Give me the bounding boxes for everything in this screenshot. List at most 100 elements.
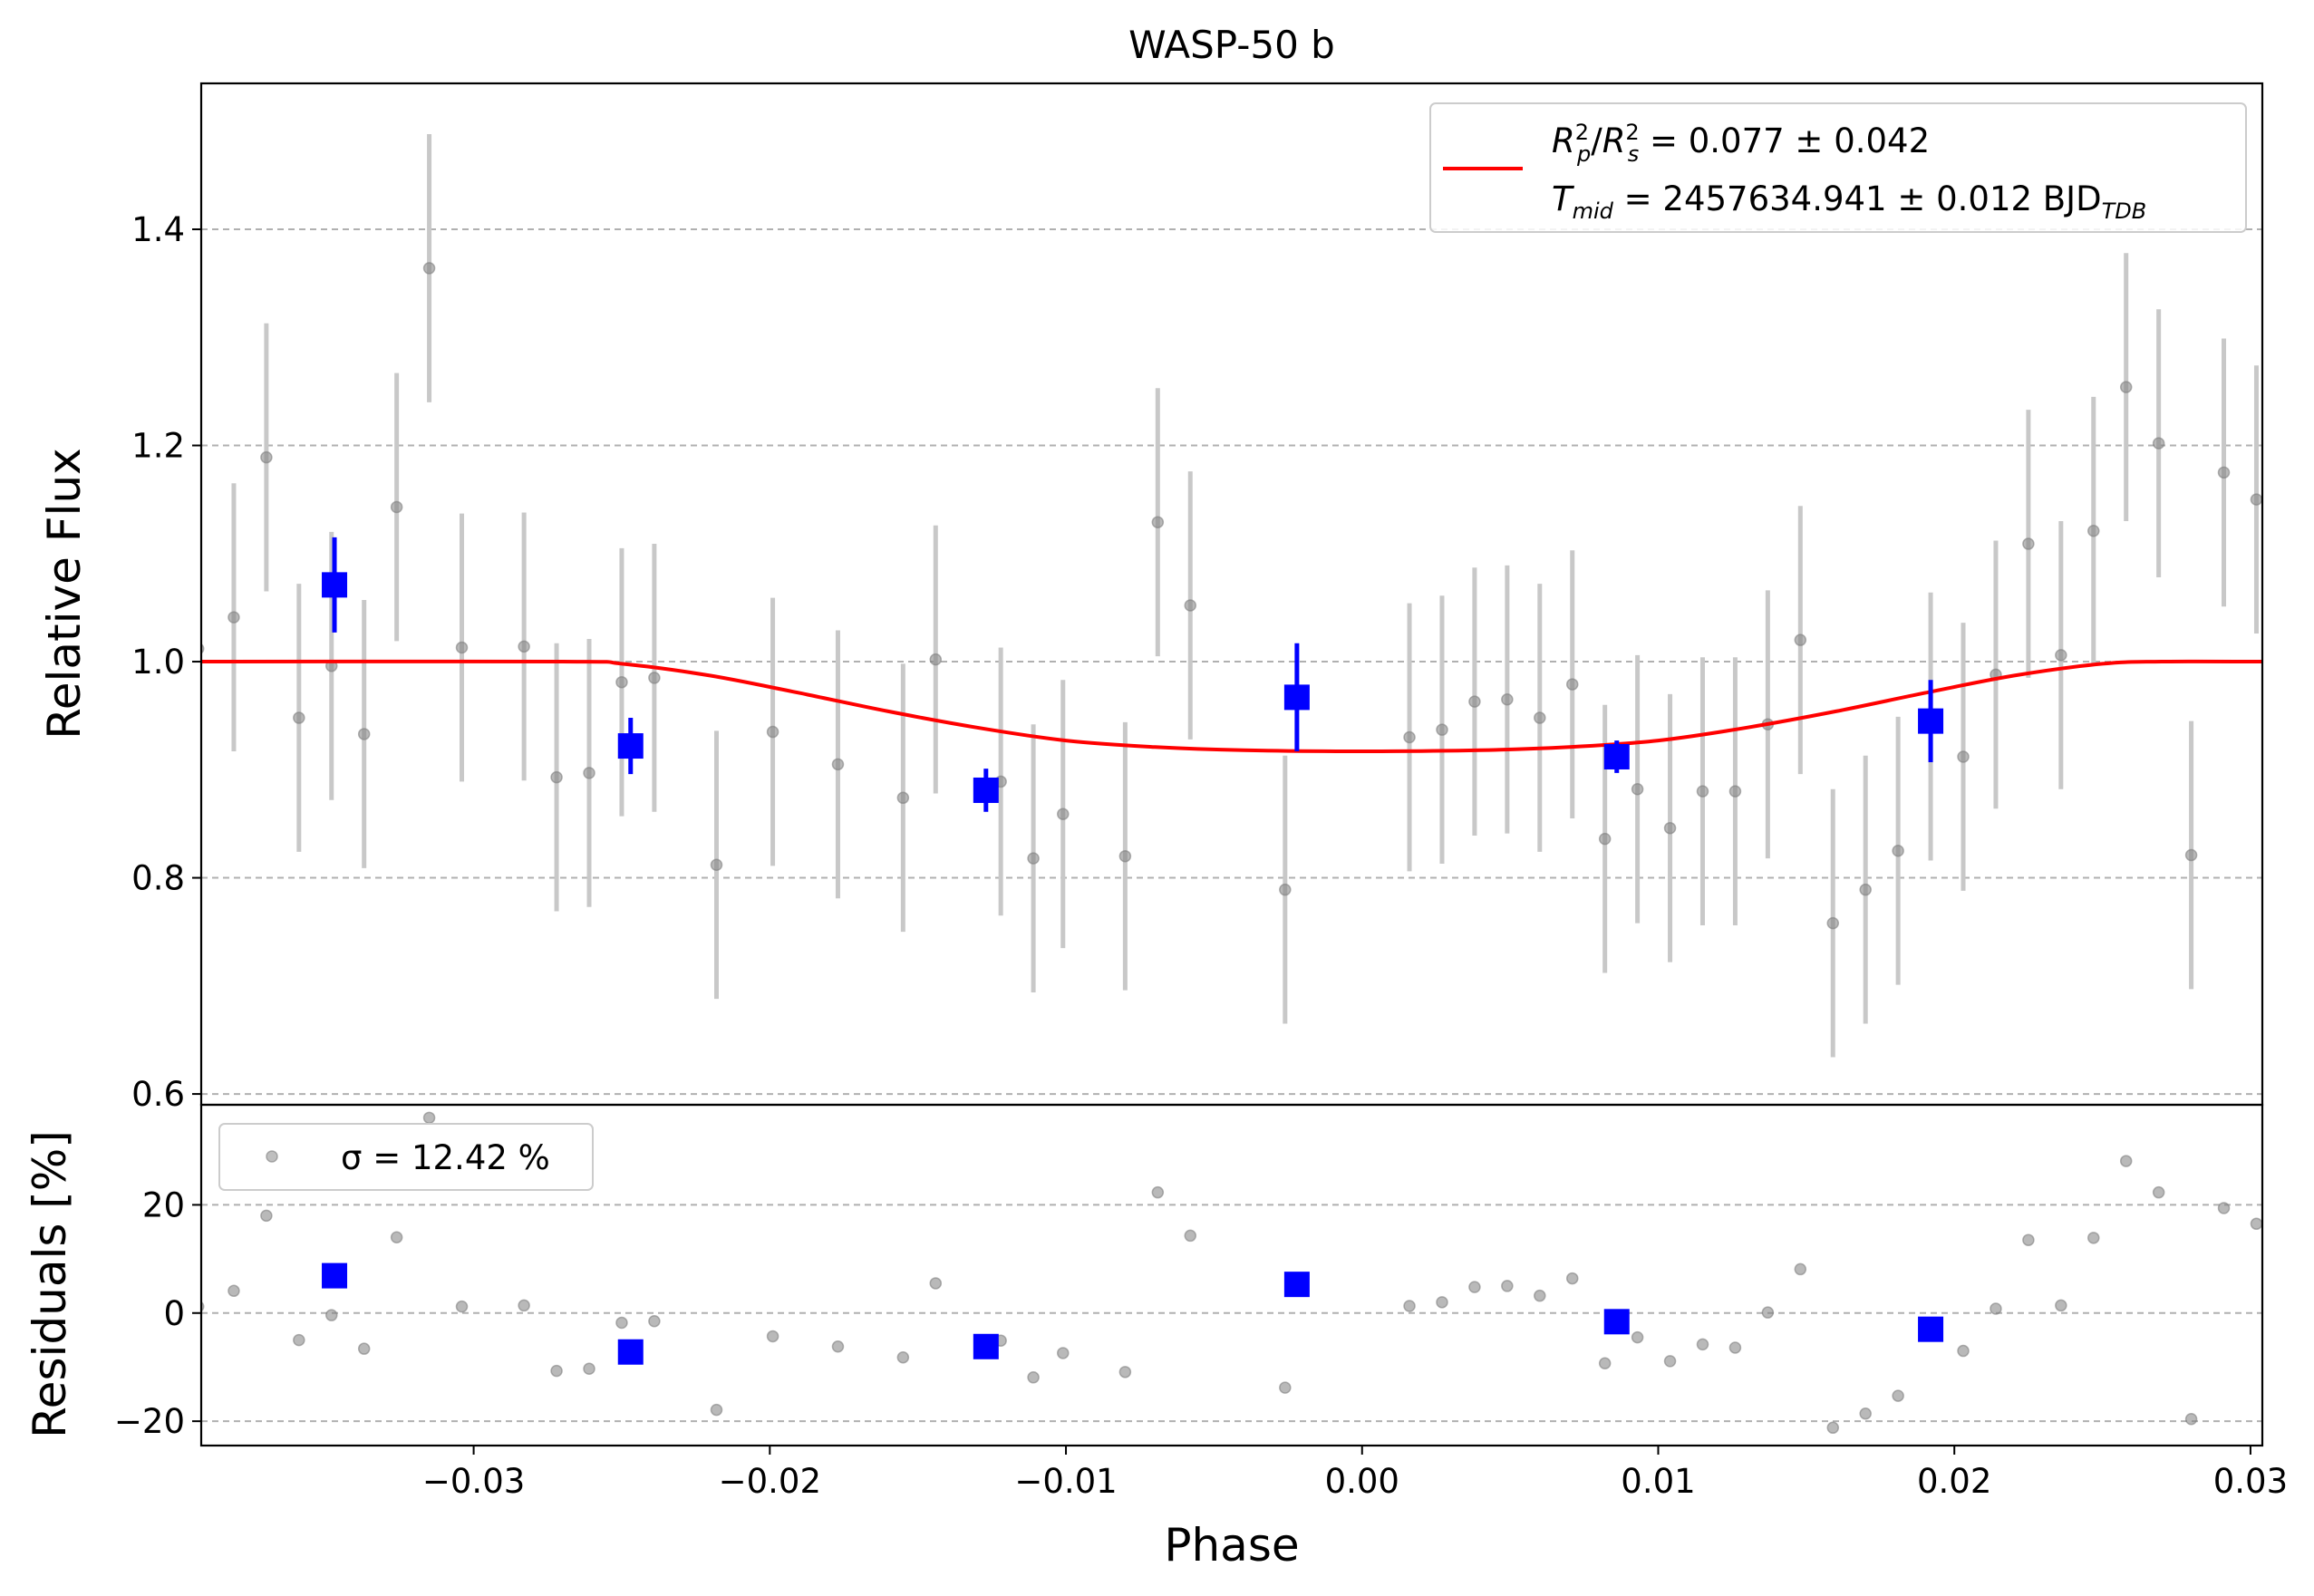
flux-data-points xyxy=(201,262,2294,930)
residual-binned-point xyxy=(1918,1316,1944,1342)
flux-data-point xyxy=(1403,730,1416,744)
residual-data-point xyxy=(896,1350,910,1364)
flux-data-point xyxy=(1826,916,1839,930)
phase-x-tick-label: 0.02 xyxy=(1917,1462,1991,1501)
flux-data-point xyxy=(2283,741,2294,752)
flux-data-point xyxy=(1957,750,1970,763)
residual-data-point xyxy=(1027,1371,1040,1384)
flux-data-point xyxy=(1118,849,1132,863)
residual-data-point xyxy=(518,1299,530,1312)
flux-data-point xyxy=(1057,808,1070,820)
residual-axes-frame xyxy=(199,1103,2264,1447)
phase-x-tick-label: 0.00 xyxy=(1325,1462,1399,1501)
residual-data-point xyxy=(1728,1341,1742,1354)
flux-data-point xyxy=(648,672,661,684)
flux-data-point xyxy=(1436,723,1448,736)
residual-data-point xyxy=(325,1309,338,1321)
flux-binned-point xyxy=(1603,743,1630,769)
flux-y-label: Relative Flux xyxy=(38,448,91,739)
flux-data-point xyxy=(1892,844,1904,857)
flux-binned-point xyxy=(617,733,644,759)
residual-data-point xyxy=(1184,1229,1197,1243)
residual-data-point xyxy=(1057,1347,1070,1359)
residual-data-point xyxy=(228,1284,240,1298)
flux-binned-point xyxy=(1918,708,1944,734)
residual-data-point xyxy=(1826,1421,1839,1435)
flux-data-point xyxy=(518,640,530,653)
legend-residual-label: σ = 12.42 % xyxy=(341,1138,550,1177)
residual-data-point xyxy=(2055,1299,2067,1312)
residual-data-point xyxy=(1794,1262,1807,1276)
residual-data-point xyxy=(1151,1185,1165,1199)
phase-x-tick-label: 0.01 xyxy=(1621,1462,1695,1501)
residual-data-point xyxy=(2184,1413,2198,1426)
flux-data-point xyxy=(1859,883,1872,896)
flux-data-point xyxy=(929,653,943,666)
flux-data-point xyxy=(2217,466,2231,479)
flux-data-point xyxy=(1184,599,1197,612)
flux-data-point xyxy=(455,641,469,654)
flux-data-point xyxy=(2055,649,2067,662)
residual-data-point xyxy=(455,1300,469,1313)
residual-legend: σ = 12.42 % xyxy=(218,1123,594,1191)
flux-data-point xyxy=(1501,693,1514,706)
flux-data-point xyxy=(293,711,305,724)
residual-data-point xyxy=(2119,1155,2133,1167)
flux-data-point xyxy=(2087,524,2100,537)
phase-x-tick-label: −0.03 xyxy=(422,1462,525,1501)
residual-data-point xyxy=(357,1342,371,1355)
phase-x-tick-label: −0.02 xyxy=(719,1462,821,1501)
residual-legend-box xyxy=(218,1123,594,1191)
residual-data-point xyxy=(929,1277,943,1290)
residual-data-point xyxy=(1696,1338,1709,1351)
flux-data-point xyxy=(1565,678,1579,691)
flux-data-point xyxy=(550,770,563,784)
residual-data-point xyxy=(2087,1232,2100,1244)
flux-data-point xyxy=(2022,537,2035,550)
residual-data-point xyxy=(1761,1306,1775,1319)
residual-data-points xyxy=(201,1111,2262,1435)
phase-x-tick-label: −0.01 xyxy=(1014,1462,1117,1501)
phase-x-tick-label: 0.03 xyxy=(2213,1462,2288,1501)
flux-binned-point xyxy=(1283,684,1310,711)
residual-data-point xyxy=(1892,1389,1904,1402)
flux-data-point xyxy=(1151,516,1165,528)
flux-data-point xyxy=(1728,785,1742,798)
residual-y-tick-label: 0 xyxy=(163,1294,185,1333)
residual-data-point xyxy=(1403,1300,1416,1312)
residual-data-point xyxy=(1118,1366,1132,1378)
residual-data-point xyxy=(1279,1381,1292,1394)
x-axis-label: Phase xyxy=(1164,1519,1299,1572)
flux-data-point xyxy=(1794,634,1807,646)
flux-data-point xyxy=(2250,493,2262,506)
residual-binned-point xyxy=(1283,1272,1310,1298)
residual-data-point xyxy=(766,1330,779,1343)
legend-residual-marker xyxy=(266,1150,278,1163)
flux-data-point xyxy=(766,725,779,739)
residual-data-point xyxy=(1631,1330,1644,1344)
flux-data-point xyxy=(1663,821,1677,835)
flux-data-point xyxy=(228,611,240,624)
flux-data-point xyxy=(422,262,436,275)
residual-data-point xyxy=(1501,1280,1514,1292)
residual-data-point xyxy=(1957,1344,1970,1358)
legend-model-line2: Tmid = 2457634.941 ± 0.012 BJDTDB xyxy=(1552,179,2146,224)
residual-data-point xyxy=(583,1362,595,1376)
flux-legend-box xyxy=(1429,102,2247,233)
residual-data-point xyxy=(615,1316,628,1330)
residual-binned-point xyxy=(617,1339,644,1365)
residual-data-point xyxy=(2152,1185,2165,1199)
flux-data-point xyxy=(357,728,371,740)
flux-panel: 0.6 0.8 1.0 1.2 1.4 Relative Flux R2 p/R2 s = … xyxy=(38,82,2294,1114)
residual-data-point xyxy=(1436,1296,1448,1309)
residuals-panel: −20 0 20 −0.03 −0.02 −0.01 0.00 0.01 0.02 0.03 R… xyxy=(24,1103,2288,1572)
legend-model-line1: R2 p/R2 s = 0.077 ± 0.042 xyxy=(1552,120,1930,167)
residual-y-label: Residuals [%] xyxy=(24,1130,76,1438)
flux-y-tick-label: 1.2 xyxy=(131,427,185,466)
flux-data-point xyxy=(615,675,628,689)
residual-data-point xyxy=(1859,1407,1872,1420)
residual-gridlines xyxy=(201,1204,2262,1423)
residual-y-tick-label: 20 xyxy=(142,1185,185,1224)
flux-data-point xyxy=(1598,832,1612,846)
